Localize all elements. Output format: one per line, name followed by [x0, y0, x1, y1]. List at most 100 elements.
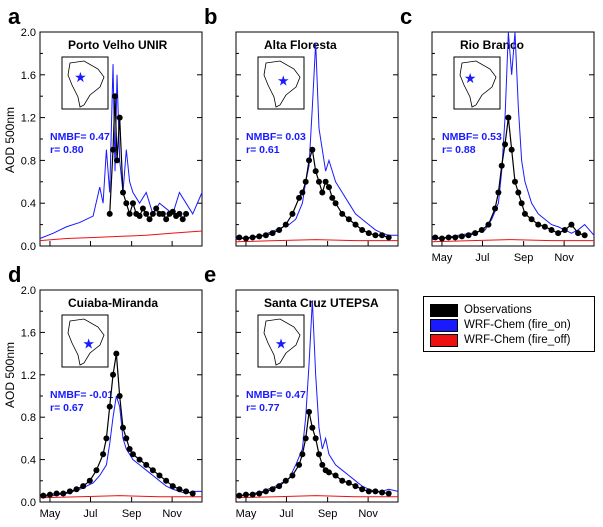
- observation-point: [329, 194, 336, 201]
- panel-letter: c: [400, 4, 412, 29]
- observation-point: [136, 456, 143, 463]
- observation-point: [299, 189, 306, 196]
- station-star-icon: ★: [82, 336, 95, 352]
- observation-point: [189, 490, 196, 497]
- observation-point: [345, 479, 352, 486]
- observation-point: [146, 216, 153, 223]
- x-tick-label: May: [432, 252, 453, 264]
- observation-point: [46, 491, 53, 498]
- observation-point: [183, 210, 190, 217]
- observation-point: [472, 230, 479, 237]
- observation-point: [518, 200, 525, 207]
- observation-point: [568, 221, 575, 228]
- observation-point: [282, 477, 289, 484]
- inset-map: [453, 56, 501, 110]
- legend-swatch-observations: [430, 303, 458, 317]
- observation-point: [100, 451, 107, 458]
- observation-point: [116, 393, 123, 399]
- observation-point: [315, 178, 322, 185]
- observation-point: [372, 488, 379, 495]
- observation-point: [159, 210, 166, 217]
- observation-point: [505, 114, 512, 121]
- observation-point: [302, 435, 309, 442]
- r-stat: r= 0.61: [246, 144, 280, 156]
- observation-point: [282, 221, 289, 228]
- observation-point: [541, 223, 548, 230]
- y-tick-label: 0.0: [21, 241, 36, 253]
- y-tick-label: 1.6: [21, 70, 36, 82]
- observation-point: [103, 435, 110, 442]
- observation-point: [236, 492, 243, 499]
- observation-point: [126, 210, 133, 217]
- series-line-wrf-chem-fire-on-: [235, 42, 398, 241]
- observation-point: [359, 226, 366, 233]
- observation-point: [269, 230, 276, 237]
- observation-point: [322, 178, 329, 185]
- observation-point: [306, 157, 313, 164]
- y-tick-label: 2.0: [21, 27, 36, 39]
- observation-point: [438, 235, 445, 242]
- observation-point: [249, 491, 256, 498]
- observation-point: [276, 226, 283, 233]
- continent-outline: [263, 60, 301, 108]
- observation-point: [80, 483, 87, 490]
- observation-point: [143, 461, 150, 468]
- observation-point: [123, 435, 130, 442]
- observation-point: [256, 490, 263, 497]
- panel-b: b Alta Floresta ★ NMBF= 0.03r= 0.61: [204, 4, 399, 247]
- observation-point: [535, 221, 542, 228]
- observation-point: [365, 230, 372, 237]
- nmbf-stat: NMBF= 0.03: [246, 131, 306, 143]
- observation-point: [309, 424, 316, 431]
- y-axis-label-bottom: AOD 500nm: [3, 342, 17, 408]
- observation-point: [112, 93, 119, 100]
- y-tick-label: 0.8: [21, 155, 36, 167]
- observation-point: [176, 210, 183, 217]
- observation-point: [123, 200, 130, 207]
- observation-point: [372, 232, 379, 239]
- observation-point: [319, 461, 326, 468]
- observation-point: [126, 446, 133, 452]
- observation-point: [249, 234, 256, 241]
- observation-point: [169, 483, 176, 490]
- observation-point: [309, 146, 316, 153]
- y-tick-label: 1.2: [21, 113, 36, 125]
- y-tick-label: 1.2: [21, 370, 36, 382]
- observation-point: [385, 234, 392, 241]
- y-axis-label-top: AOD 500nm: [3, 107, 17, 173]
- observation-point: [561, 226, 568, 233]
- observation-point: [452, 234, 459, 241]
- observation-point: [332, 200, 339, 207]
- observation-point: [163, 216, 170, 223]
- x-tick-label: Sep: [514, 252, 534, 264]
- r-stat: r= 0.77: [246, 402, 280, 414]
- observation-point: [315, 451, 322, 458]
- panel-letter: e: [204, 262, 216, 287]
- y-tick-label: 0.4: [21, 198, 36, 210]
- nmbf-stat: NMBF= 0.53: [442, 131, 502, 143]
- observation-point: [575, 230, 582, 237]
- observation-point: [156, 472, 163, 479]
- station-star-icon: ★: [277, 72, 290, 88]
- nmbf-stat: NMBF= 0.47: [50, 131, 110, 143]
- observation-point: [183, 488, 190, 495]
- series-line-wrf-chem-fire-off-: [235, 495, 398, 499]
- observation-point: [485, 221, 492, 228]
- observation-point: [139, 205, 146, 212]
- y-tick-label: 0.0: [21, 497, 36, 509]
- x-tick-label: May: [40, 508, 61, 520]
- series-line-wrf-chem-fire-off-: [39, 230, 203, 242]
- observation-point: [379, 489, 386, 496]
- observation-point: [110, 371, 117, 378]
- observation-point: [581, 232, 588, 239]
- observation-point: [312, 168, 319, 175]
- observation-point: [379, 232, 386, 239]
- y-tick-label: 2.0: [21, 285, 36, 297]
- observation-point: [106, 210, 113, 217]
- observation-point: [302, 178, 309, 185]
- observation-point: [498, 162, 505, 169]
- observation-point: [345, 216, 352, 223]
- x-tick-label: Nov: [554, 252, 574, 264]
